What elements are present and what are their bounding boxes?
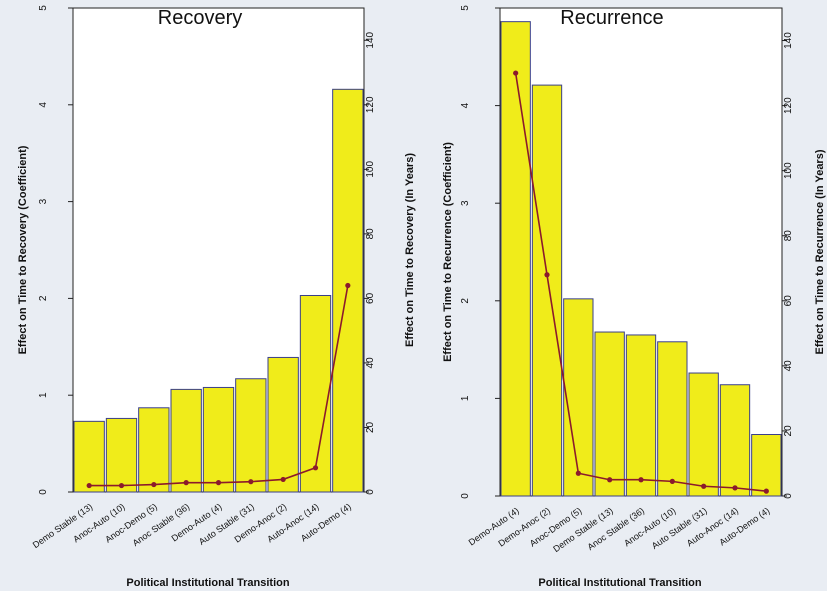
y2-tick-label: 100 — [783, 162, 794, 179]
y2-tick-label: 20 — [365, 421, 376, 433]
chart-panel-2: Recurrence 0 1 2 3 4 5 0 20 40 60 80 100 120 140 Effect… — [442, 5, 826, 589]
y2-tick-label: 20 — [783, 425, 794, 437]
y2-tick-label: 40 — [365, 357, 376, 369]
bar — [688, 372, 719, 497]
y-tick-label: 4 — [38, 102, 49, 108]
y-tick-label: 3 — [38, 198, 49, 204]
x-tick-label: Auto Stable (31) — [197, 501, 256, 547]
y2-axis-label: Effect on Time to Recurrence (In Years) — [814, 149, 826, 354]
y2-tick-label: 80 — [365, 228, 376, 240]
y-tick-label: 3 — [460, 200, 471, 206]
bar — [299, 294, 332, 493]
x-tick-label: Auto Stable (31) — [650, 505, 709, 551]
line-point — [763, 488, 769, 494]
x-axis-label: Political Institutional Transition — [538, 577, 701, 589]
y2-axis-label: Effect on Time to Recovery (In Years) — [404, 153, 416, 347]
y-tick-label: 0 — [38, 489, 49, 495]
chart-title: Recovery — [158, 7, 242, 29]
bar — [751, 434, 782, 497]
bar — [531, 84, 563, 497]
y-tick-label: 0 — [460, 493, 471, 499]
y-tick-label: 2 — [38, 295, 49, 301]
line-point — [118, 482, 125, 489]
line-point — [345, 282, 351, 289]
y-tick-label: 1 — [460, 395, 471, 401]
bar — [138, 407, 170, 493]
y2-tick-label: 80 — [783, 230, 794, 242]
line-point — [86, 482, 92, 489]
line-point — [701, 483, 707, 489]
line-point — [280, 476, 286, 483]
bar — [170, 388, 202, 493]
bar — [105, 417, 138, 493]
y-tick-label: 1 — [38, 392, 49, 398]
y-tick-label: 5 — [38, 5, 49, 11]
bar — [719, 384, 751, 497]
bar — [594, 331, 625, 497]
y-axis-label: Effect on Time to Recovery (Coefficient) — [17, 145, 29, 354]
bar — [563, 298, 594, 497]
chart-panel-1: Recovery 0 1 2 3 4 5 0 20 40 60 80 100 120 140 Effect o… — [17, 5, 416, 589]
y-axis-label: Effect on Time to Recurrence (Coefficien… — [442, 142, 454, 362]
line-point — [544, 272, 550, 278]
y2-tick-label: 60 — [783, 295, 794, 307]
line-point — [607, 477, 613, 483]
y-tick-label: 2 — [460, 298, 471, 304]
line-point — [732, 485, 738, 491]
y2-tick-label: 100 — [365, 161, 376, 178]
line-point — [215, 480, 222, 486]
line-point — [248, 479, 254, 485]
bar — [657, 341, 688, 497]
line-point — [575, 470, 581, 476]
bar — [625, 334, 657, 497]
y2-tick-label: 0 — [783, 493, 794, 499]
y2-tick-label: 120 — [365, 96, 376, 113]
y-tick-label: 5 — [460, 5, 471, 11]
y-tick-label: 4 — [460, 102, 471, 108]
x-axis-label: Political Institutional Transition — [126, 577, 289, 589]
bar — [500, 21, 531, 497]
bar — [202, 386, 235, 493]
y2-tick-label: 120 — [783, 97, 794, 114]
y2-tick-label: 0 — [365, 489, 376, 495]
bar — [235, 378, 267, 493]
line-point — [513, 70, 519, 76]
y2-tick-label: 140 — [365, 31, 376, 48]
line-point — [669, 478, 675, 484]
chart-title: Recurrence — [560, 7, 663, 29]
x-tick-label: Anoc Stable (36) — [131, 501, 192, 548]
line-point — [151, 481, 157, 488]
bar — [267, 356, 299, 493]
y2-tick-label: 60 — [365, 292, 376, 304]
y2-tick-label: 140 — [783, 32, 794, 49]
line-point — [638, 477, 644, 483]
bar — [73, 420, 105, 493]
bar — [332, 88, 364, 493]
y2-tick-label: 40 — [783, 360, 794, 372]
line-point — [183, 480, 189, 486]
line-point — [312, 465, 319, 471]
